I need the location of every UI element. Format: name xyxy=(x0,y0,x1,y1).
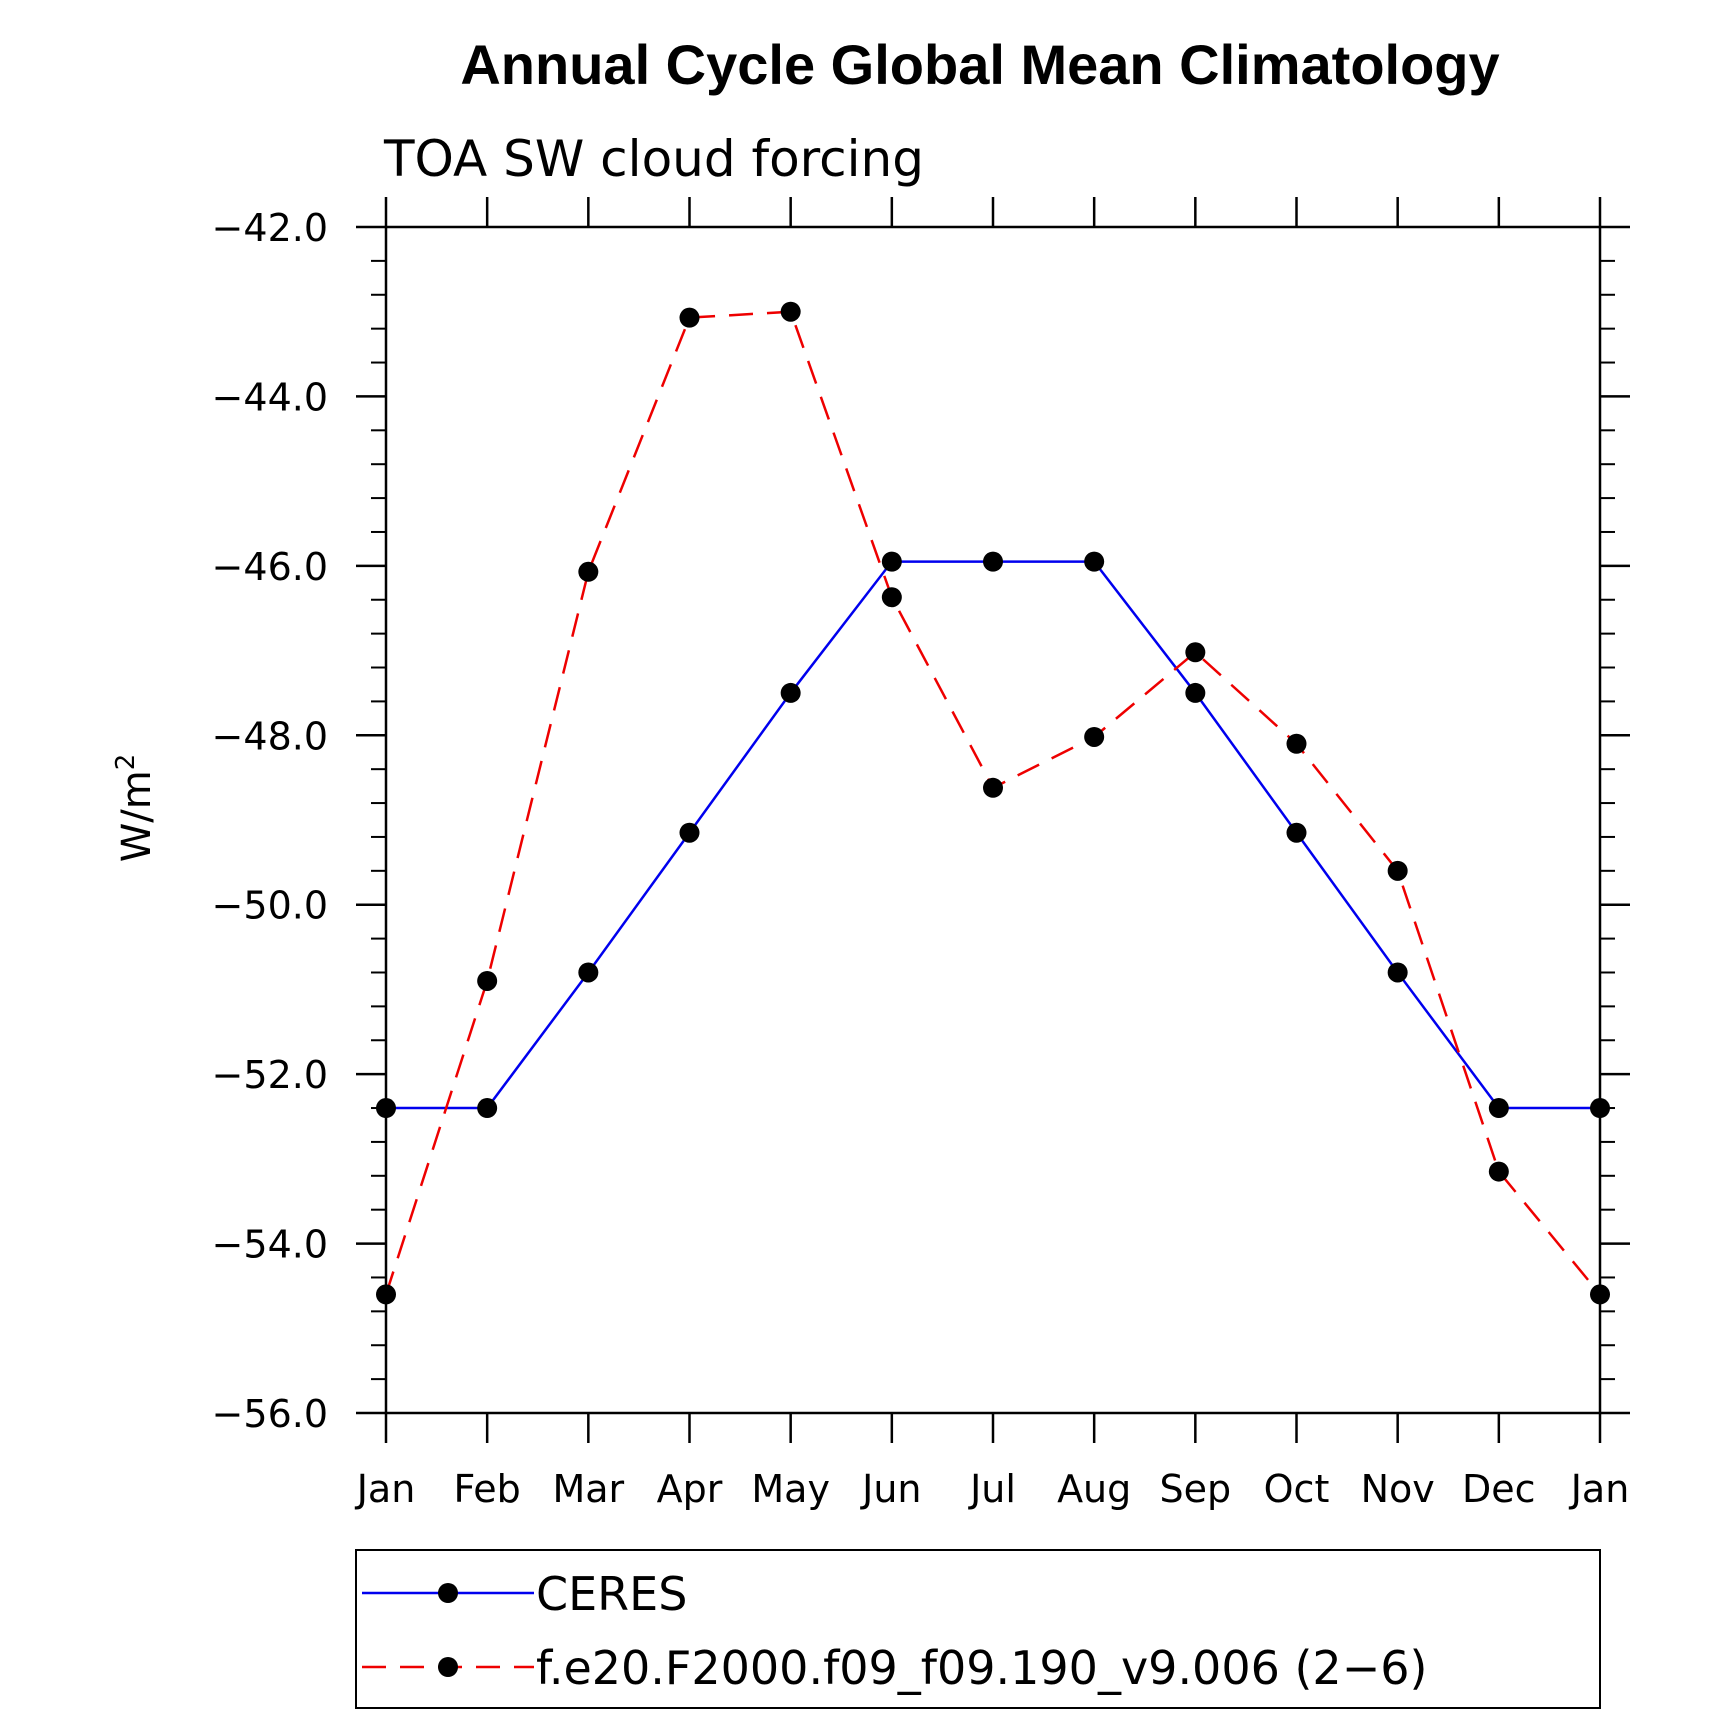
axes: −56.0 −54.0 −52.0 −50.0 −48.0 −46.0 −44.0 −42.0… xyxy=(212,197,1630,1511)
y-tick-label: −44.0 xyxy=(212,375,328,419)
x-tick-label: Jun xyxy=(860,1467,921,1511)
series-layer xyxy=(376,301,1610,1305)
y-tick-label: −46.0 xyxy=(212,545,328,589)
series-1-point xyxy=(1590,1284,1610,1305)
series-line-1 xyxy=(384,310,1601,1296)
series-0-point xyxy=(1286,822,1307,843)
y-tick-label: −56.0 xyxy=(212,1392,328,1436)
legend-label-model: f.e20.F2000.f09_f09.190_v9.006 (2−6) xyxy=(536,1641,1427,1695)
series-0-point xyxy=(1590,1098,1610,1119)
legend-box xyxy=(355,1549,1601,1709)
x-tick-label: Aug xyxy=(1057,1467,1131,1511)
x-tick-label: Oct xyxy=(1264,1467,1330,1511)
x-tick-label: Sep xyxy=(1160,1467,1232,1511)
series-1-point xyxy=(1185,642,1206,663)
series-1-point xyxy=(1286,733,1307,754)
x-tick-label: Dec xyxy=(1462,1467,1536,1511)
series-1-point xyxy=(477,970,498,991)
series-1-point xyxy=(1084,726,1105,747)
legend-marker-ceres xyxy=(438,1583,458,1603)
svg-text:W/m2: W/m2 xyxy=(111,754,160,863)
series-line-0 xyxy=(386,560,1600,1110)
series-0-point xyxy=(477,1098,498,1119)
series-1-point xyxy=(983,777,1003,798)
y-tick-label: −54.0 xyxy=(212,1223,328,1267)
x-tick-label: Apr xyxy=(657,1467,723,1511)
series-0-point xyxy=(780,682,801,703)
series-1-point xyxy=(881,587,902,608)
plot-frame xyxy=(384,225,1602,1415)
y-tick-label: −52.0 xyxy=(212,1053,328,1097)
series-0-point xyxy=(376,1098,396,1119)
series-0-point xyxy=(1387,962,1408,983)
y-tick-label: −48.0 xyxy=(212,714,328,758)
x-tick-label: May xyxy=(751,1467,830,1511)
series-1-point xyxy=(376,1284,396,1305)
x-tick-label: Jan xyxy=(1569,1467,1630,1511)
series-0-point xyxy=(1185,682,1206,703)
series-1-point xyxy=(1488,1161,1509,1182)
x-tick-label: Nov xyxy=(1361,1467,1435,1511)
series-0-point xyxy=(881,551,902,572)
x-tick-label: Jan xyxy=(355,1467,416,1511)
series-0-point xyxy=(679,822,700,843)
x-tick-label: Mar xyxy=(552,1467,624,1511)
series-0-point xyxy=(983,551,1003,572)
series-0-point xyxy=(1488,1098,1509,1119)
series-1-point xyxy=(679,307,700,328)
y-tick-label: −50.0 xyxy=(212,884,328,928)
series-0-point xyxy=(1084,551,1105,572)
y-axis-label-text: W/m xyxy=(114,770,160,862)
y-tick-label: −42.0 xyxy=(212,206,328,250)
y-axis-label: W/m2 xyxy=(111,754,160,863)
legend: CERES f.e20.F2000.f09_f09.190_v9.006 (2−… xyxy=(355,1549,1601,1709)
series-1-point xyxy=(578,561,599,582)
chart-subtitle: TOA SW cloud forcing xyxy=(383,130,924,188)
series-1-point xyxy=(780,301,801,322)
x-tick-label: Feb xyxy=(454,1467,521,1511)
chart-title: Annual Cycle Global Mean Climatology xyxy=(460,33,1499,96)
series-0-point xyxy=(578,962,599,983)
series-1-point xyxy=(1387,860,1408,881)
legend-label-ceres: CERES xyxy=(536,1567,687,1621)
legend-marker-model xyxy=(438,1657,458,1677)
y-axis-label-superscript: 2 xyxy=(111,754,141,771)
x-tick-label: Jul xyxy=(968,1467,1016,1511)
